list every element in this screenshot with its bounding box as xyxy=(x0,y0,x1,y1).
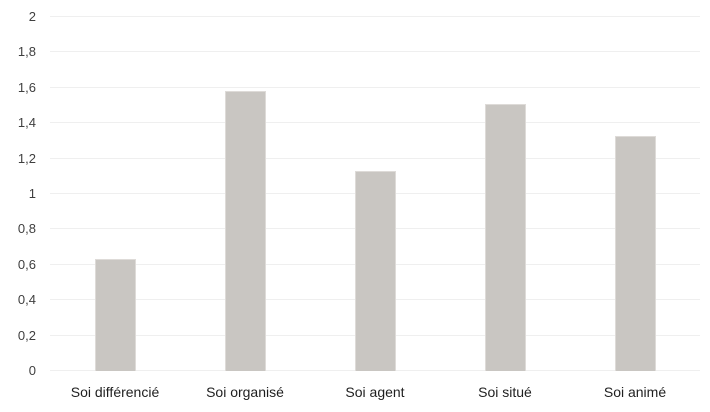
y-tick-label: 1,6 xyxy=(17,79,36,95)
y-tick-label: 1,2 xyxy=(17,150,36,166)
x-category-label: Soi agent xyxy=(345,384,405,400)
gridline xyxy=(50,86,700,88)
y-tick-label: 0 xyxy=(28,363,36,378)
plot-area xyxy=(50,16,700,371)
x-category-label: Soi situé xyxy=(478,384,532,400)
y-tick-label: 1,4 xyxy=(17,115,36,131)
x-category-label: Soi organisé xyxy=(206,384,284,400)
bar-3 xyxy=(354,171,396,371)
y-tick-label: 1 xyxy=(28,186,36,201)
x-category-label: Soi différencié xyxy=(70,384,160,400)
y-tick-label: 1,8 xyxy=(17,44,36,60)
gridline xyxy=(50,122,700,124)
bar-4 xyxy=(484,104,526,371)
gridline xyxy=(50,51,700,53)
bar-2 xyxy=(224,91,266,371)
gridline xyxy=(50,16,700,17)
bar-5 xyxy=(614,136,656,371)
y-tick-label: 2 xyxy=(28,9,36,24)
x-category-label: Soi animé xyxy=(603,384,667,400)
y-tick-label: 0,4 xyxy=(17,292,36,308)
y-tick-label: 0,8 xyxy=(17,221,36,237)
y-tick-label: 0,6 xyxy=(17,256,36,272)
bar-1 xyxy=(94,259,136,371)
y-tick-label: 0,2 xyxy=(17,327,36,343)
gridline xyxy=(50,157,700,159)
